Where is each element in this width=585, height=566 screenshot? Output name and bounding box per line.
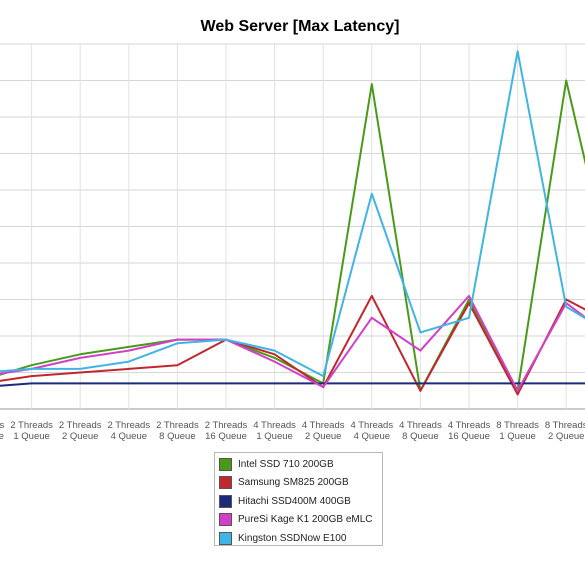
legend-label: PureSi Kage K1 200GB eMLC bbox=[238, 514, 373, 526]
series-line-4 bbox=[0, 294, 585, 392]
legend-item: Intel SSD 710 200GB bbox=[219, 455, 382, 474]
legend-item: Samsung SM825 200GB bbox=[219, 474, 382, 493]
legend-swatch bbox=[219, 457, 232, 471]
legend-swatch bbox=[219, 476, 232, 490]
x-tick-label: 4 Threads 8 Queue bbox=[399, 420, 442, 442]
legend-item: Kingston SSDNow E100 bbox=[219, 529, 382, 548]
legend: Intel SSD 710 200GB Samsung SM825 200GB Hi… bbox=[214, 452, 383, 546]
x-tick-label: 2 Threads 2 Queue bbox=[59, 420, 102, 442]
series-line-2 bbox=[0, 294, 585, 396]
grid bbox=[0, 43, 585, 410]
x-tick-label: 2 Threads 8 Queue bbox=[156, 420, 199, 442]
legend-item: Hitachi SSD400M 400GB bbox=[219, 492, 382, 511]
series-line-5 bbox=[0, 50, 585, 378]
legend-label: Kingston SSDNow E100 bbox=[238, 532, 347, 544]
x-tick-label: 8 Threads 2 Queue bbox=[545, 420, 585, 442]
x-tick-label: 2 Threads 16 Queue bbox=[205, 420, 248, 442]
series-lines bbox=[0, 50, 585, 396]
x-tick-label: 2 Threads 1 Queue bbox=[10, 420, 53, 442]
legend-label: Intel SSD 710 200GB bbox=[238, 458, 334, 470]
legend-swatch bbox=[219, 513, 232, 527]
chart-title: Web Server [Max Latency] bbox=[200, 18, 400, 35]
x-tick-label: 4 Threads 1 Queue bbox=[253, 420, 296, 442]
legend-swatch bbox=[219, 494, 232, 508]
legend-item: PureSi Kage K1 200GB eMLC bbox=[219, 511, 382, 530]
x-tick-label: 4 Threads 4 Queue bbox=[350, 420, 393, 442]
legend-label: Samsung SM825 200GB bbox=[238, 477, 349, 489]
series-line-3 bbox=[0, 382, 585, 387]
x-tick-label: 4 Threads 2 Queue bbox=[302, 420, 345, 442]
legend-swatch bbox=[219, 531, 232, 545]
x-tick-label: 4 Threads 16 Queue bbox=[448, 420, 491, 442]
legend-label: Hitachi SSD400M 400GB bbox=[238, 495, 351, 507]
x-tick-label: 2 Threads 4 Queue bbox=[107, 420, 150, 442]
x-tick-label: 8 Threads 1 Queue bbox=[496, 420, 539, 442]
